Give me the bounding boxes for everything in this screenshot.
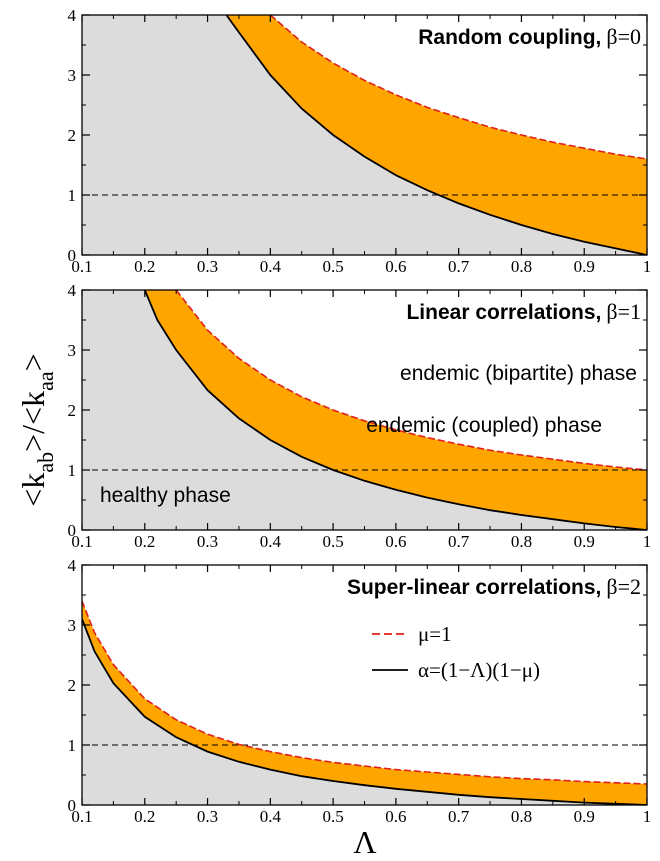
alpha-curve: [225, 15, 647, 255]
x-tick-label: 1: [643, 532, 652, 551]
x-axis-title: Λ: [353, 824, 376, 860]
panel-title-beta: β=2: [606, 574, 641, 599]
x-tick-label: 0.2: [134, 257, 155, 276]
x-tick-label: 0.1: [71, 257, 92, 276]
x-tick-label: 0.4: [260, 807, 282, 826]
x-tick-label: 0.7: [448, 532, 470, 551]
y-tick-label: 4: [68, 6, 77, 25]
y-axis-title-sub-2: aa: [33, 371, 58, 391]
y-tick-label: 0: [68, 246, 77, 265]
x-tick-label: 0.4: [260, 257, 282, 276]
y-axis-title-part-1: <k: [15, 473, 51, 507]
x-tick-label: 0.9: [574, 807, 595, 826]
y-tick-label: 4: [68, 556, 77, 575]
y-axis-title-sub-1: ab: [33, 452, 58, 473]
y-tick-label: 0: [68, 796, 77, 815]
x-tick-label: 0.7: [448, 807, 470, 826]
x-tick-label: 1: [643, 257, 652, 276]
healthy-region: [82, 565, 647, 805]
x-tick-label: 0.2: [134, 807, 155, 826]
legend: μ=1 α=(1−Λ)(1−μ): [372, 622, 540, 682]
panel-title: Super-linear correlations, β=2: [347, 574, 641, 599]
x-tick-label: 0.3: [197, 532, 218, 551]
x-tick-label: 0.4: [260, 532, 282, 551]
legend-label-alpha: α=(1−Λ)(1−μ): [418, 658, 540, 682]
mu-curve: [175, 290, 647, 471]
y-tick-label: 4: [68, 281, 77, 300]
x-tick-label: 0.7: [448, 257, 470, 276]
panel-title-text: Linear correlations,: [406, 301, 601, 324]
coupled-region: [144, 290, 647, 530]
x-tick-label: 0.9: [574, 257, 595, 276]
panel-title-text: Super-linear correlations,: [347, 576, 601, 599]
healthy-phase-label: healthy phase: [100, 484, 231, 507]
panel-title-beta: β=0: [606, 24, 641, 49]
y-axis-title-part-2: >/<k: [15, 391, 51, 452]
panel-3-areas: [82, 565, 647, 805]
x-tick-label: 0.5: [322, 807, 343, 826]
x-tick-label: 0.3: [197, 807, 218, 826]
panel-title-beta: β=1: [606, 299, 641, 324]
x-tick-label: 0.6: [385, 257, 406, 276]
coupled-region: [226, 15, 647, 255]
x-tick-label: 0.1: [71, 807, 92, 826]
y-tick-label: 1: [68, 186, 77, 205]
bipartite-phase-label: endemic (bipartite) phase: [400, 362, 637, 385]
panel-title-text: Random coupling,: [418, 26, 601, 49]
x-tick-label: 0.8: [511, 532, 532, 551]
x-tick-label: 0.5: [322, 257, 343, 276]
y-axis-title-part-3: >: [15, 353, 51, 371]
panel-title: Random coupling, β=0: [418, 24, 641, 49]
y-tick-label: 1: [68, 736, 77, 755]
x-tick-label: 0.2: [134, 532, 155, 551]
y-tick-label: 2: [68, 401, 77, 420]
y-tick-label: 3: [68, 66, 77, 85]
panel-3: 0.1 0.2 0.3 0.4 0.5 0.6 0.7 0.8 0.9 1 0 1 2 3 4 Super-l…: [68, 556, 652, 826]
x-tick-label: 0.1: [71, 532, 92, 551]
mu-curve: [82, 600, 647, 785]
legend-label-mu1: μ=1: [418, 622, 452, 646]
coupled-phase-label: endemic (coupled) phase: [366, 414, 602, 437]
y-tick-label: 3: [68, 616, 77, 635]
alpha-curve: [143, 290, 647, 530]
y-tick-label: 2: [68, 676, 77, 695]
mu-curve: [269, 15, 647, 160]
y-tick-label: 2: [68, 126, 77, 145]
x-tick-label: 0.8: [511, 257, 532, 276]
y-tick-label: 1: [68, 461, 77, 480]
alpha-curve: [82, 618, 647, 805]
panel-1-areas: [82, 15, 647, 255]
x-tick-label: 1: [643, 807, 652, 826]
panels: 0.1 0.2 0.3 0.4 0.5 0.6 0.7 0.8 0.9 1 0 1 2 3 4 Random …: [68, 6, 652, 826]
panel-2: 0.1 0.2 0.3 0.4 0.5 0.6 0.7 0.8 0.9 1 0 1 2 3 4 Linear …: [68, 281, 652, 551]
panel-title: Linear correlations, β=1: [406, 299, 641, 324]
y-axis-title: <kab>/<kaa>: [15, 353, 58, 506]
x-tick-label: 0.6: [385, 532, 406, 551]
x-tick-label: 0.8: [511, 807, 532, 826]
svg-text:<kab>/<kaa>: <kab>/<kaa>: [15, 353, 58, 506]
x-tick-label: 0.3: [197, 257, 218, 276]
coupled-region: [82, 601, 647, 805]
y-tick-label: 3: [68, 341, 77, 360]
x-tick-label: 0.9: [574, 532, 595, 551]
x-tick-label: 0.5: [322, 532, 343, 551]
y-tick-label: 0: [68, 521, 77, 540]
x-tick-label: 0.6: [385, 807, 406, 826]
panel-2-areas: [82, 290, 647, 530]
panel-1: 0.1 0.2 0.3 0.4 0.5 0.6 0.7 0.8 0.9 1 0 1 2 3 4 Random …: [68, 6, 652, 276]
